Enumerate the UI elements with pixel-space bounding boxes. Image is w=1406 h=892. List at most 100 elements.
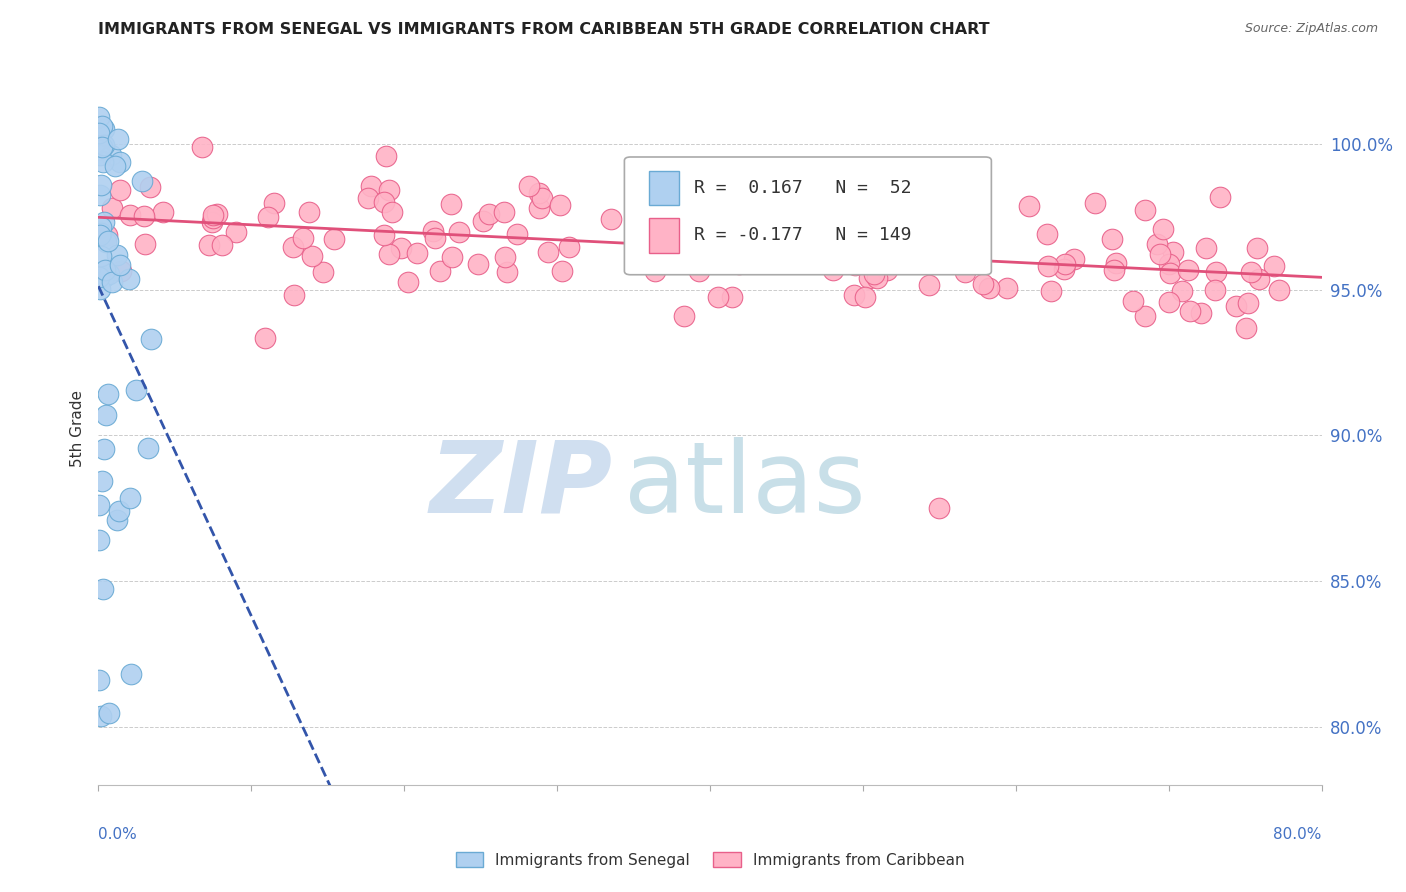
Point — [89, 148, 111, 162]
Point — [96, 408, 118, 422]
Point — [527, 186, 550, 201]
Point — [778, 243, 800, 257]
Point — [707, 290, 730, 304]
Point — [139, 180, 162, 194]
Point — [1157, 257, 1180, 271]
Point — [136, 441, 159, 455]
Point — [1268, 283, 1291, 297]
Point — [873, 226, 896, 240]
Point — [477, 206, 499, 220]
Point — [863, 228, 886, 243]
Point — [1101, 232, 1123, 246]
Point — [211, 237, 233, 252]
Point — [89, 498, 111, 512]
Point — [956, 234, 979, 248]
Point — [914, 236, 936, 251]
Point — [101, 201, 124, 215]
Point — [1191, 306, 1213, 320]
Point — [90, 220, 112, 235]
Point — [842, 288, 865, 302]
Point — [97, 387, 120, 401]
Point — [494, 250, 516, 264]
Point — [425, 230, 447, 244]
Point — [1195, 241, 1218, 255]
Point — [1040, 285, 1063, 299]
Point — [1152, 222, 1174, 236]
Point — [429, 264, 451, 278]
Point — [1122, 294, 1144, 309]
Point — [720, 290, 742, 304]
Point — [89, 188, 111, 202]
Point — [682, 200, 704, 214]
Point — [530, 191, 553, 205]
Point — [1159, 266, 1181, 280]
Point — [841, 217, 863, 231]
Point — [912, 222, 935, 236]
Point — [202, 208, 225, 222]
Point — [1084, 195, 1107, 210]
Point — [997, 281, 1019, 295]
Point — [422, 224, 444, 238]
Point — [688, 193, 710, 207]
FancyBboxPatch shape — [648, 219, 679, 252]
Point — [517, 178, 540, 193]
Point — [949, 240, 972, 254]
Legend: Immigrants from Senegal, Immigrants from Caribbean: Immigrants from Senegal, Immigrants from… — [450, 846, 970, 873]
Point — [776, 242, 799, 256]
Point — [103, 159, 125, 173]
Point — [844, 258, 866, 272]
Y-axis label: 5th Grade: 5th Grade — [69, 390, 84, 467]
Point — [100, 148, 122, 162]
Point — [688, 264, 710, 278]
Point — [1161, 245, 1184, 260]
Point — [1178, 304, 1201, 318]
FancyBboxPatch shape — [624, 157, 991, 275]
Point — [90, 249, 112, 263]
Text: 0.0%: 0.0% — [98, 827, 138, 841]
Point — [472, 214, 495, 228]
Point — [492, 205, 515, 219]
Point — [378, 247, 401, 261]
Point — [752, 227, 775, 242]
Point — [766, 243, 789, 257]
Point — [301, 249, 323, 263]
Point — [1053, 261, 1076, 276]
Point — [90, 226, 112, 240]
Point — [672, 309, 695, 323]
Point — [89, 127, 111, 141]
Point — [1205, 265, 1227, 279]
Point — [381, 204, 404, 219]
Point — [449, 225, 471, 239]
Point — [938, 240, 960, 254]
Point — [815, 221, 838, 235]
Point — [90, 708, 112, 723]
Point — [97, 234, 120, 248]
Point — [896, 212, 918, 227]
Point — [1054, 257, 1077, 271]
Point — [378, 183, 401, 197]
Point — [699, 256, 721, 270]
Point — [120, 667, 142, 681]
Point — [89, 111, 111, 125]
Point — [1063, 252, 1085, 266]
Point — [676, 214, 699, 228]
Point — [357, 191, 380, 205]
Point — [1133, 202, 1156, 217]
Point — [373, 195, 395, 210]
Point — [118, 491, 141, 506]
Point — [686, 227, 709, 242]
Point — [89, 178, 111, 193]
Point — [527, 201, 550, 215]
Point — [699, 249, 721, 263]
Point — [298, 204, 321, 219]
Point — [225, 226, 247, 240]
Point — [1247, 272, 1270, 286]
Text: ZIP: ZIP — [429, 437, 612, 533]
Point — [281, 240, 304, 254]
Point — [406, 245, 429, 260]
Point — [558, 240, 581, 254]
Point — [105, 513, 128, 527]
Point — [97, 706, 120, 720]
Point — [1157, 295, 1180, 310]
Point — [93, 121, 115, 136]
